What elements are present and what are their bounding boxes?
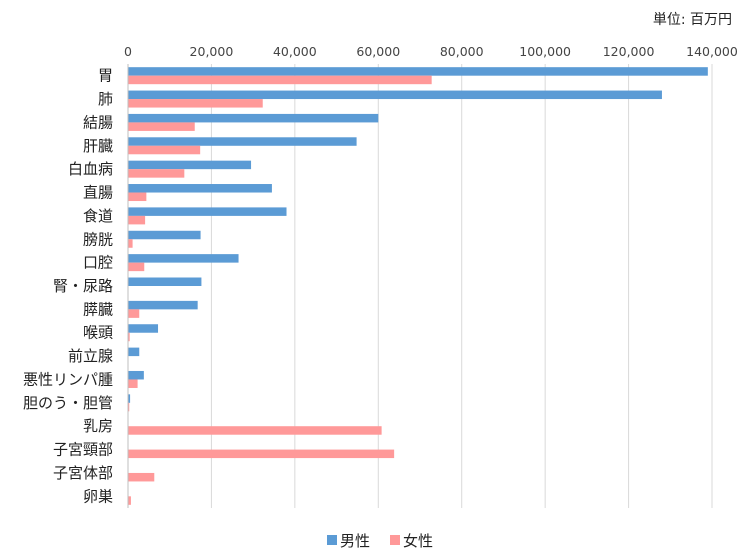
category-label: 喉頭: [83, 324, 113, 342]
bar-male: [128, 160, 252, 170]
bar-female: [128, 379, 138, 388]
bar-female: [128, 75, 432, 85]
bar-male: [128, 137, 357, 146]
bar-female: [128, 496, 131, 505]
x-tick-label: 20,000: [190, 44, 234, 59]
category-label: 腎・尿路: [53, 277, 113, 295]
bar-female: [128, 309, 140, 318]
category-label: 前立腺: [68, 347, 113, 365]
category-label: 肝臓: [83, 137, 113, 155]
bar-female: [128, 472, 155, 482]
x-tick-label: 0: [124, 44, 132, 59]
bar-male: [128, 230, 201, 240]
legend-swatch-female: [390, 535, 400, 545]
gridlines: [210, 64, 713, 508]
category-label: 膵臓: [83, 300, 113, 318]
bar-female: [128, 426, 382, 435]
category-label: 胆のう・胆管: [23, 394, 113, 412]
bar-female: [128, 402, 130, 412]
bar-female: [128, 99, 263, 108]
bar-male: [128, 67, 708, 76]
category-label: 乳房: [83, 417, 113, 435]
bar-male: [128, 90, 662, 100]
bar-male: [128, 324, 159, 333]
category-label: 卵巣: [83, 487, 113, 505]
bar-female: [128, 262, 145, 272]
bar-male: [128, 184, 272, 193]
bar-female: [128, 145, 201, 155]
bar-male: [128, 370, 144, 380]
x-tick-label: 60,000: [356, 44, 400, 59]
bar-male: [128, 300, 198, 310]
bar-female: [128, 122, 195, 131]
category-label: 白血病: [68, 160, 113, 178]
bar-male: [128, 254, 239, 263]
x-tick-label: 140,000: [686, 44, 738, 59]
bar-male: [128, 347, 140, 357]
bar-male: [128, 394, 131, 403]
bar-male: [128, 277, 202, 286]
bar-female: [128, 449, 395, 459]
category-label: 口腔: [83, 254, 113, 272]
bar-female: [128, 169, 185, 178]
category-label: 胃: [98, 67, 113, 85]
category-label: 直腸: [83, 184, 113, 202]
bar-female: [128, 215, 146, 225]
category-label: 膀胱: [83, 230, 113, 248]
unit-label: 単位: 百万円: [653, 12, 732, 28]
legend: 男性 女性: [327, 532, 433, 550]
category-label: 子宮頸部: [53, 441, 113, 459]
x-tick-label: 100,000: [519, 44, 571, 59]
x-tick-label: 80,000: [440, 44, 484, 59]
category-label: 子宮体部: [53, 464, 113, 482]
bar-female: [128, 239, 133, 248]
legend-swatch-male: [327, 535, 337, 545]
x-tick-label: 120,000: [603, 44, 655, 59]
bar-female: [128, 332, 130, 342]
x-axis-ticks: 0 20,000 40,000 60,000 80,000 100,000 120,000 1…: [124, 44, 738, 59]
category-label: 食道: [83, 207, 113, 225]
category-label: 結腸: [83, 113, 113, 131]
bar-female: [128, 192, 147, 202]
x-tick-label: 40,000: [273, 44, 317, 59]
legend-label-female: 女性: [403, 532, 433, 550]
bar-male: [128, 113, 379, 123]
legend-label-male: 男性: [340, 532, 370, 550]
bars: [128, 67, 708, 505]
bar-male: [128, 207, 287, 216]
category-label: 悪性リンパ腫: [23, 370, 113, 388]
category-label: 肺: [98, 90, 113, 108]
category-labels: 胃肺結腸肝臓白血病直腸食道膀胱口腔腎・尿路膵臓喉頭前立腺悪性リンパ腫胆のう・胆管…: [23, 67, 113, 506]
